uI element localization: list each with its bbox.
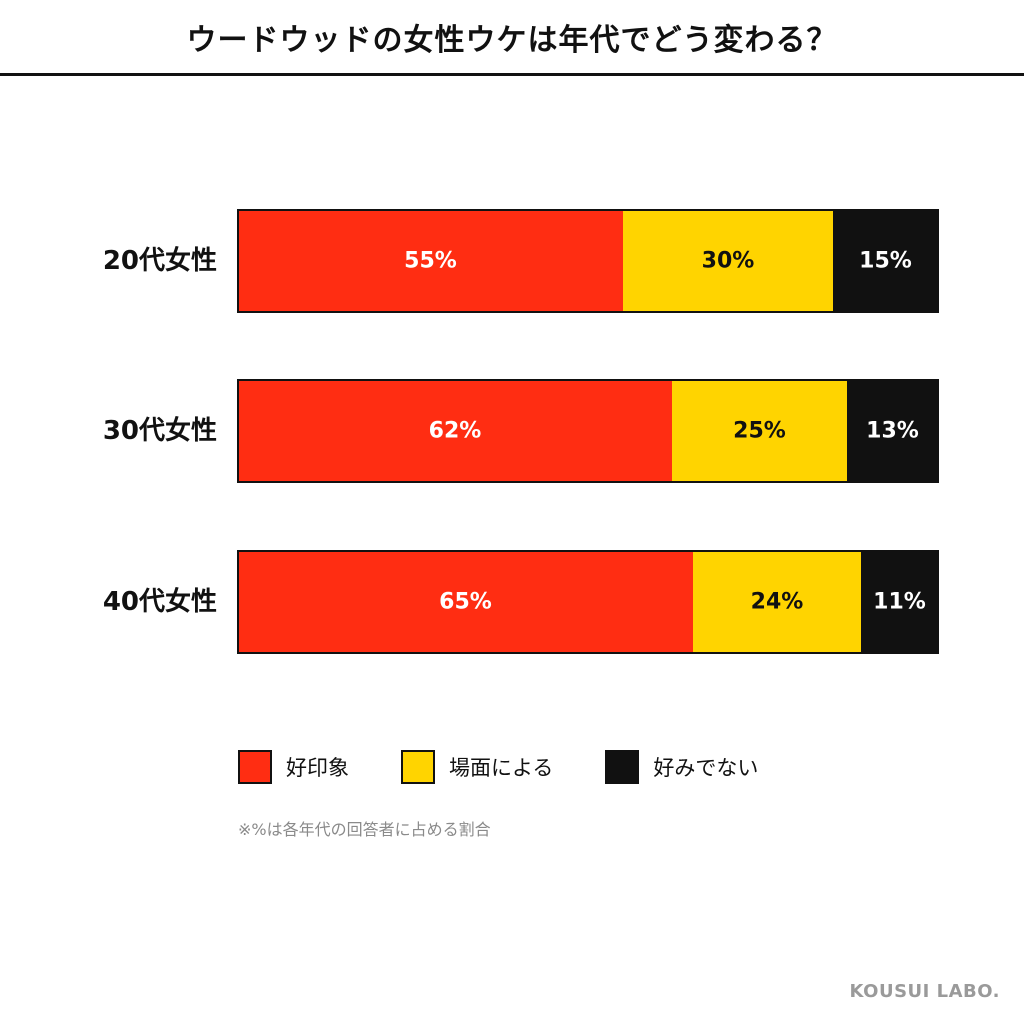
legend-item-favorable: 好印象 — [238, 750, 349, 784]
bar-segment — [623, 210, 833, 312]
data-label: 13% — [866, 419, 919, 444]
data-label: 65% — [439, 590, 492, 615]
legend-swatch-dislike — [605, 750, 640, 784]
row-label: 40代女性 — [103, 586, 217, 617]
bar-outline — [237, 209, 939, 313]
chart-plot: 20代女性 55% 30% 15% 30代女性 62% 25% 13% 40代女性 65% 24% 1… — [103, 209, 939, 654]
data-label: 25% — [733, 419, 786, 444]
bar-segment — [238, 380, 672, 482]
legend-swatch-favorable — [238, 750, 272, 784]
legend-label-dislike: 好みでない — [653, 756, 759, 780]
data-label: 55% — [404, 249, 457, 274]
bar-segment — [847, 380, 938, 482]
bar-segment — [238, 210, 623, 312]
legend-item-dislike: 好みでない — [605, 750, 758, 784]
chart-title: ウードウッドの女性ウケは年代でどう変わる？ — [186, 22, 838, 58]
brand-logo-text: KOUSUI LABO. — [849, 981, 1000, 1002]
legend-swatch-depends — [401, 750, 435, 784]
legend: 好印象 場面による 好みでない — [238, 750, 810, 784]
data-label: 11% — [873, 590, 926, 615]
bar-segment — [833, 210, 938, 312]
data-label: 30% — [702, 249, 755, 274]
data-label: 62% — [429, 419, 482, 444]
bar-outline — [237, 550, 939, 654]
bar-outline — [237, 379, 939, 483]
row-label: 20代女性 — [103, 245, 217, 276]
row-label: 30代女性 — [103, 415, 217, 446]
footnote: ※%は各年代の回答者に占める割合 — [238, 820, 491, 839]
title-bar: ウードウッドの女性ウケは年代でどう変わる？ — [0, 0, 1024, 76]
bar-segment — [672, 380, 847, 482]
data-label: 24% — [751, 590, 804, 615]
bar-segment — [861, 551, 938, 653]
legend-label-depends: 場面による — [449, 756, 554, 780]
bar-segment — [238, 551, 693, 653]
data-label: 15% — [859, 249, 912, 274]
bar-segment — [693, 551, 861, 653]
legend-item-depends: 場面による — [401, 750, 553, 784]
legend-label-favorable: 好印象 — [286, 756, 349, 780]
